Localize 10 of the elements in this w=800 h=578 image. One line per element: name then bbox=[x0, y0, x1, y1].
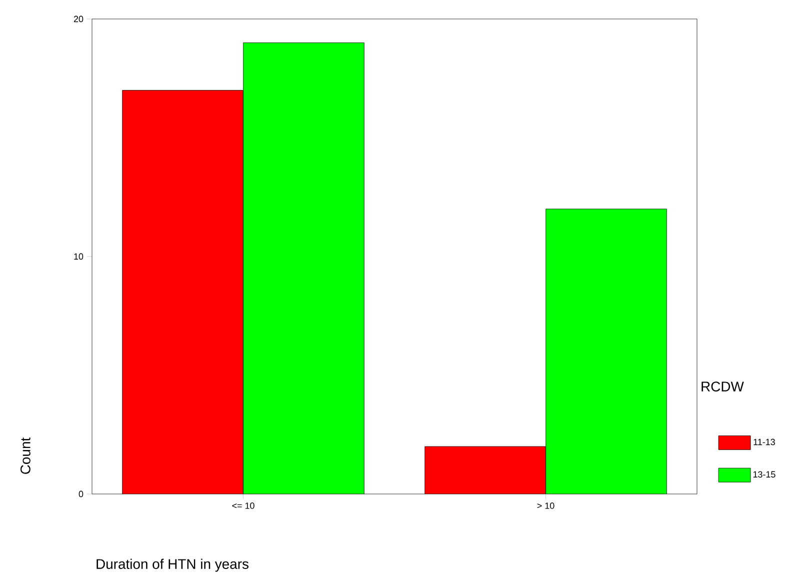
x-axis-title: Duration of HTN in years bbox=[96, 558, 248, 572]
legend-title: RCDW bbox=[702, 382, 744, 392]
y-axis-title: Count bbox=[20, 437, 30, 474]
legend-label: 13-15 bbox=[753, 471, 776, 478]
legend-label: 11-13 bbox=[754, 438, 775, 446]
x-tick-label: > 10 bbox=[537, 502, 554, 509]
y-tick-label: 20 bbox=[74, 16, 84, 22]
x-tick-label: <= 10 bbox=[232, 502, 254, 509]
y-tick-label: 10 bbox=[74, 253, 84, 260]
y-tick-label: 0 bbox=[78, 490, 84, 498]
